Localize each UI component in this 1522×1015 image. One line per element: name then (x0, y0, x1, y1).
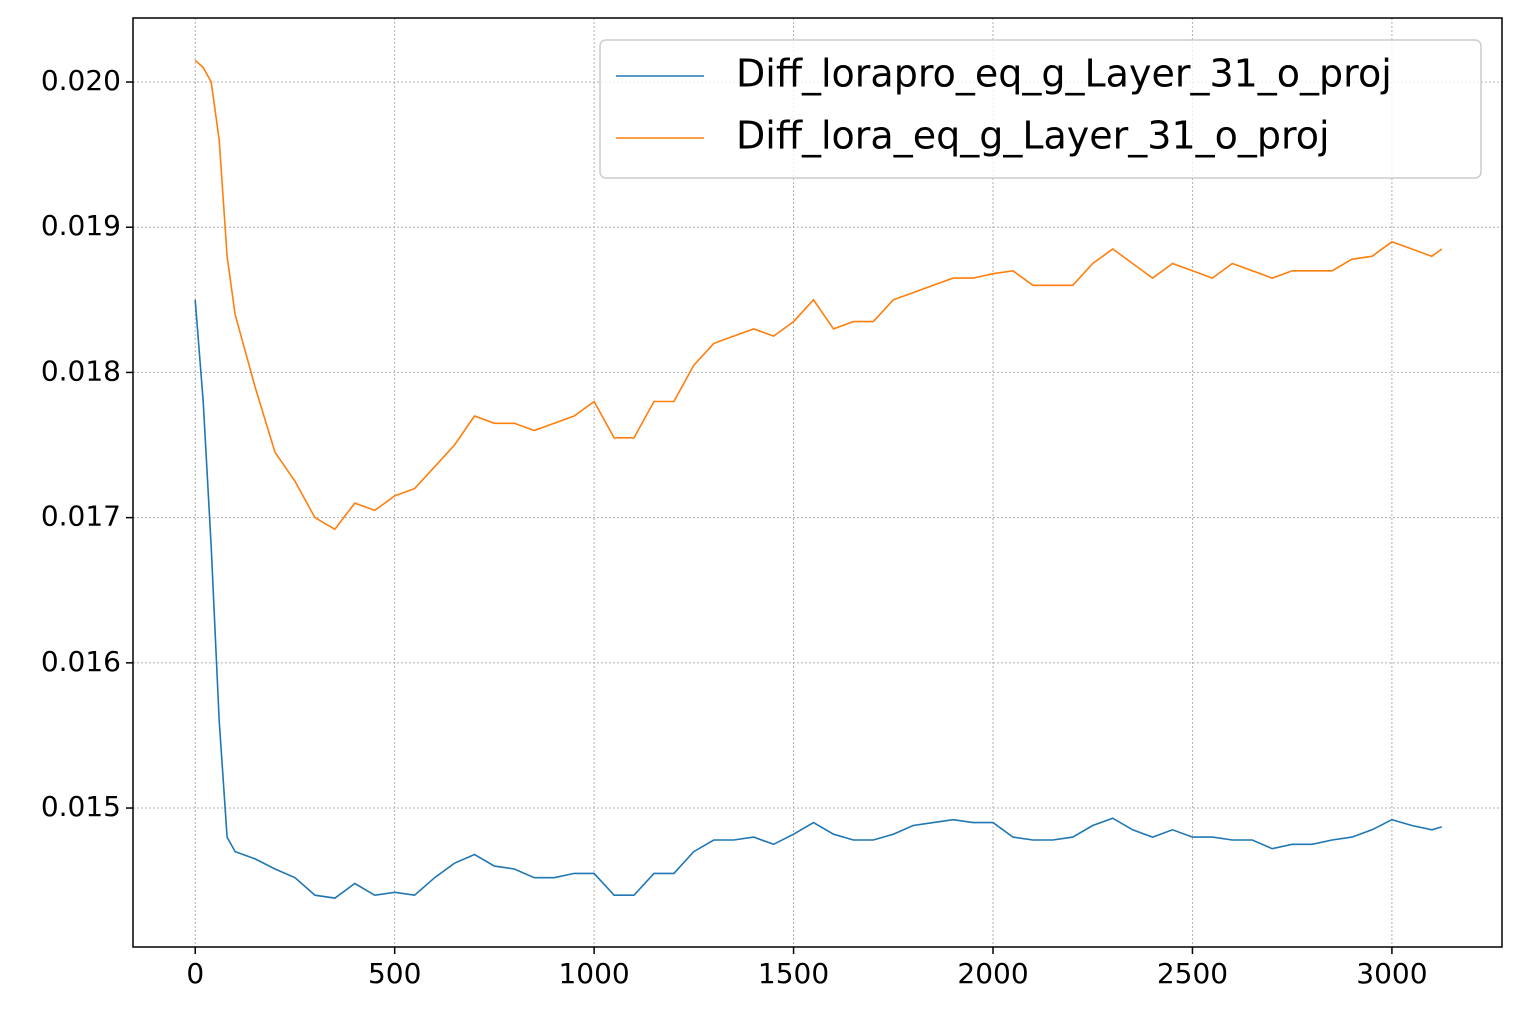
x-tick-label: 2500 (1157, 957, 1228, 990)
x-tick-label: 500 (368, 957, 421, 990)
x-tick-label: 1500 (758, 957, 829, 990)
x-tick-label: 2000 (957, 957, 1028, 990)
plot-frame (132, 17, 1503, 948)
line (194, 299, 1443, 899)
legend-label: Diff_lorapro_eq_g_Layer_31_o_proj (736, 52, 1392, 96)
y-tick-label: 0.016 (41, 645, 121, 678)
y-tick-label: 0.019 (41, 209, 121, 242)
legend-label: Diff_lora_eq_g_Layer_31_o_proj (736, 114, 1330, 158)
x-tick-label: 0 (186, 957, 204, 990)
y-tick-label: 0.017 (41, 500, 121, 533)
y-tick-label: 0.015 (41, 790, 121, 823)
y-tick-label: 0.020 (41, 64, 121, 97)
x-tick-label: 1000 (558, 957, 629, 990)
y-tick-label: 0.018 (41, 354, 121, 387)
legend-box (599, 39, 1482, 179)
x-tick-label: 3000 (1356, 957, 1427, 990)
line (194, 59, 1443, 531)
